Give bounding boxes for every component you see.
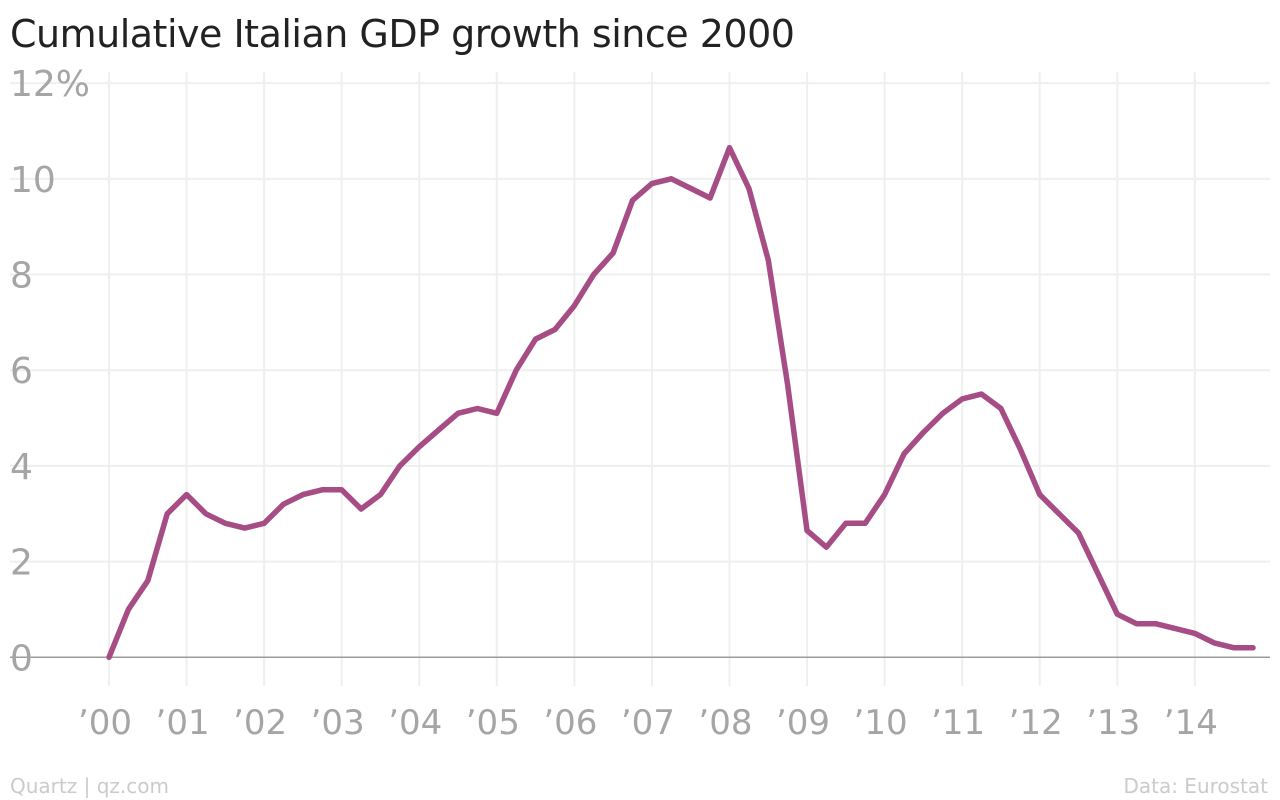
- data-point: [319, 487, 325, 493]
- data-point: [765, 257, 771, 263]
- data-point: [125, 606, 131, 612]
- x-tick-label: ’13: [1086, 703, 1140, 743]
- data-point: [203, 511, 209, 517]
- data-point: [339, 487, 345, 493]
- data-point: [882, 492, 888, 498]
- data-point: [1056, 511, 1062, 517]
- data-point: [843, 520, 849, 526]
- data-point: [862, 520, 868, 526]
- series-line: [106, 144, 1256, 661]
- x-tick-label: ’09: [776, 703, 830, 743]
- footer-source: Data: Eurostat: [1123, 774, 1268, 798]
- x-tick-label: ’07: [621, 703, 675, 743]
- data-point: [610, 250, 616, 256]
- data-point: [1037, 492, 1043, 498]
- data-point: [145, 578, 151, 584]
- data-point: [222, 520, 228, 526]
- data-point: [1095, 571, 1101, 577]
- data-point: [979, 391, 985, 397]
- data-point: [106, 654, 112, 660]
- data-point: [1017, 446, 1023, 452]
- chart-title: Cumulative Italian GDP growth since 2000: [10, 12, 795, 56]
- x-tick-label: ’00: [78, 703, 132, 743]
- data-point: [998, 405, 1004, 411]
- data-point: [804, 528, 810, 533]
- x-tick-label: ’06: [543, 703, 597, 743]
- x-tick-label: ’11: [931, 703, 985, 743]
- data-point: [901, 451, 907, 457]
- data-point: [1153, 621, 1159, 627]
- data-point: [668, 176, 674, 182]
- x-tick-label: ’02: [233, 703, 287, 743]
- data-point: [261, 520, 267, 526]
- x-tick-label: ’12: [1009, 703, 1063, 743]
- data-point: [571, 303, 577, 309]
- data-point: [281, 501, 287, 507]
- data-point: [823, 544, 829, 550]
- data-point: [397, 463, 403, 469]
- x-tick-label: ’10: [854, 703, 908, 743]
- data-point: [591, 272, 597, 278]
- data-point: [474, 405, 480, 411]
- y-tick-label: 12%: [10, 64, 90, 105]
- data-point: [1231, 645, 1237, 651]
- data-point: [726, 145, 732, 151]
- data-point: [1211, 640, 1217, 646]
- data-point: [358, 506, 364, 512]
- y-tick-label: 10: [10, 160, 56, 201]
- series-layer: [106, 144, 1256, 661]
- x-tick-label: ’08: [698, 703, 752, 743]
- data-point: [1172, 626, 1178, 632]
- data-point: [785, 382, 791, 388]
- data-point: [164, 511, 170, 517]
- y-tick-label: 8: [10, 256, 33, 297]
- grid-layer: [10, 72, 1270, 686]
- data-point: [688, 185, 694, 191]
- tick-labels: 0 2 4 6 8 10 12% ’00 ’01 ’02 ’03 ’04 ’05 ’06 ’07 ’08 ’09…: [10, 64, 1218, 743]
- data-point: [552, 327, 558, 333]
- data-point: [533, 336, 539, 342]
- data-point: [300, 492, 306, 498]
- data-point: [455, 410, 461, 416]
- x-tick-label: ’04: [388, 703, 442, 743]
- data-point: [494, 410, 500, 416]
- data-point: [649, 181, 655, 187]
- data-point: [920, 429, 926, 435]
- data-point: [1134, 621, 1140, 627]
- data-point: [940, 410, 946, 416]
- x-tick-label: ’14: [1164, 703, 1218, 743]
- data-point: [1075, 530, 1081, 536]
- data-point: [513, 367, 519, 373]
- footer-credit: Quartz | qz.com: [10, 774, 169, 798]
- data-point: [707, 195, 713, 201]
- x-tick-label: ’03: [311, 703, 365, 743]
- data-point: [1192, 630, 1198, 636]
- data-point: [184, 492, 190, 498]
- data-point: [416, 444, 422, 450]
- data-point: [377, 492, 383, 498]
- y-tick-label: 6: [10, 351, 33, 392]
- x-tick-label: ’01: [156, 703, 210, 743]
- data-point: [959, 396, 965, 402]
- data-point: [630, 197, 636, 203]
- x-tick-label: ’05: [466, 703, 520, 743]
- data-point: [1114, 611, 1120, 617]
- y-tick-label: 2: [10, 543, 33, 584]
- data-point: [242, 525, 248, 531]
- data-point: [1250, 645, 1256, 651]
- y-tick-label: 0: [10, 638, 33, 679]
- data-point: [436, 427, 442, 433]
- data-point: [746, 185, 752, 191]
- y-tick-label: 4: [10, 447, 33, 488]
